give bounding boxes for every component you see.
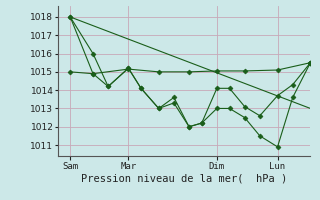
X-axis label: Pression niveau de la mer(  hPa ): Pression niveau de la mer( hPa ) bbox=[81, 173, 287, 183]
